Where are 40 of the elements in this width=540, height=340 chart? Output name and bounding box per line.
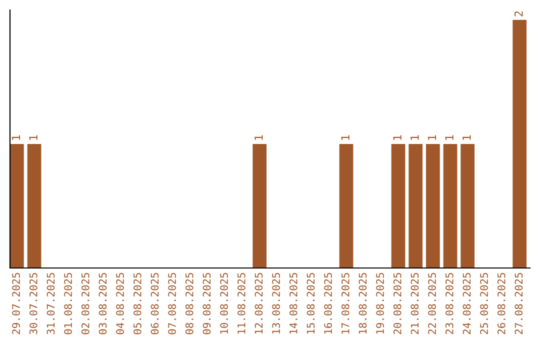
x-tick-label: 25.08.2025 [480, 273, 488, 334]
x-tick-label: 23.08.2025 [445, 273, 454, 334]
x-tick-label: 04.08.2025 [116, 273, 124, 334]
x-tick-label: 24.08.2025 [462, 273, 471, 334]
x-tick-label: 09.08.2025 [202, 273, 211, 334]
x-tick-label: 26.08.2025 [497, 273, 506, 334]
data-label: 1 [341, 135, 350, 140]
x-tick-label: 10.08.2025 [220, 273, 228, 334]
data-label: 1 [428, 135, 436, 140]
x-tick-label: 14.08.2025 [289, 273, 298, 334]
x-tick-label: 01.08.2025 [64, 273, 72, 334]
x-tick-label: 30.07.2025 [29, 273, 38, 334]
data-label: 1 [462, 135, 471, 140]
data-label: 2 [514, 11, 523, 16]
data-label: 1 [410, 135, 419, 140]
x-tick-label: 19.08.2025 [376, 273, 384, 334]
x-tick-label: 17.08.2025 [341, 273, 350, 334]
x-tick-label: 21.08.2025 [410, 273, 419, 334]
x-tick-label: 31.07.2025 [46, 273, 55, 334]
data-label: 1 [254, 135, 263, 140]
x-tick-label: 02.08.2025 [81, 273, 90, 334]
x-tick-label: 08.08.2025 [185, 273, 194, 334]
data-label: 1 [29, 135, 38, 140]
x-tick-label: 12.08.2025 [254, 273, 263, 334]
x-tick-label: 16.08.2025 [324, 273, 332, 334]
x-tick-label: 29.07.2025 [12, 273, 20, 334]
x-tick-label: 22.08.2025 [428, 273, 436, 334]
data-label: 1 [445, 135, 454, 140]
x-tick-label: 07.08.2025 [168, 273, 176, 334]
x-tick-label: 15.08.2025 [306, 273, 315, 334]
x-tick-label: 27.08.2025 [514, 273, 523, 334]
x-tick-label: 20.08.2025 [393, 273, 402, 334]
x-tick-label: 13.08.2025 [272, 273, 280, 334]
x-tick-label: 05.08.2025 [133, 273, 142, 334]
data-label: 1 [12, 135, 20, 140]
x-tick-label: 06.08.2025 [150, 273, 159, 334]
x-tick-label: 03.08.2025 [98, 273, 107, 334]
x-tick-label: 11.08.2025 [237, 273, 246, 334]
data-label: 1 [393, 135, 402, 140]
x-tick-label: 18.08.2025 [358, 273, 367, 334]
